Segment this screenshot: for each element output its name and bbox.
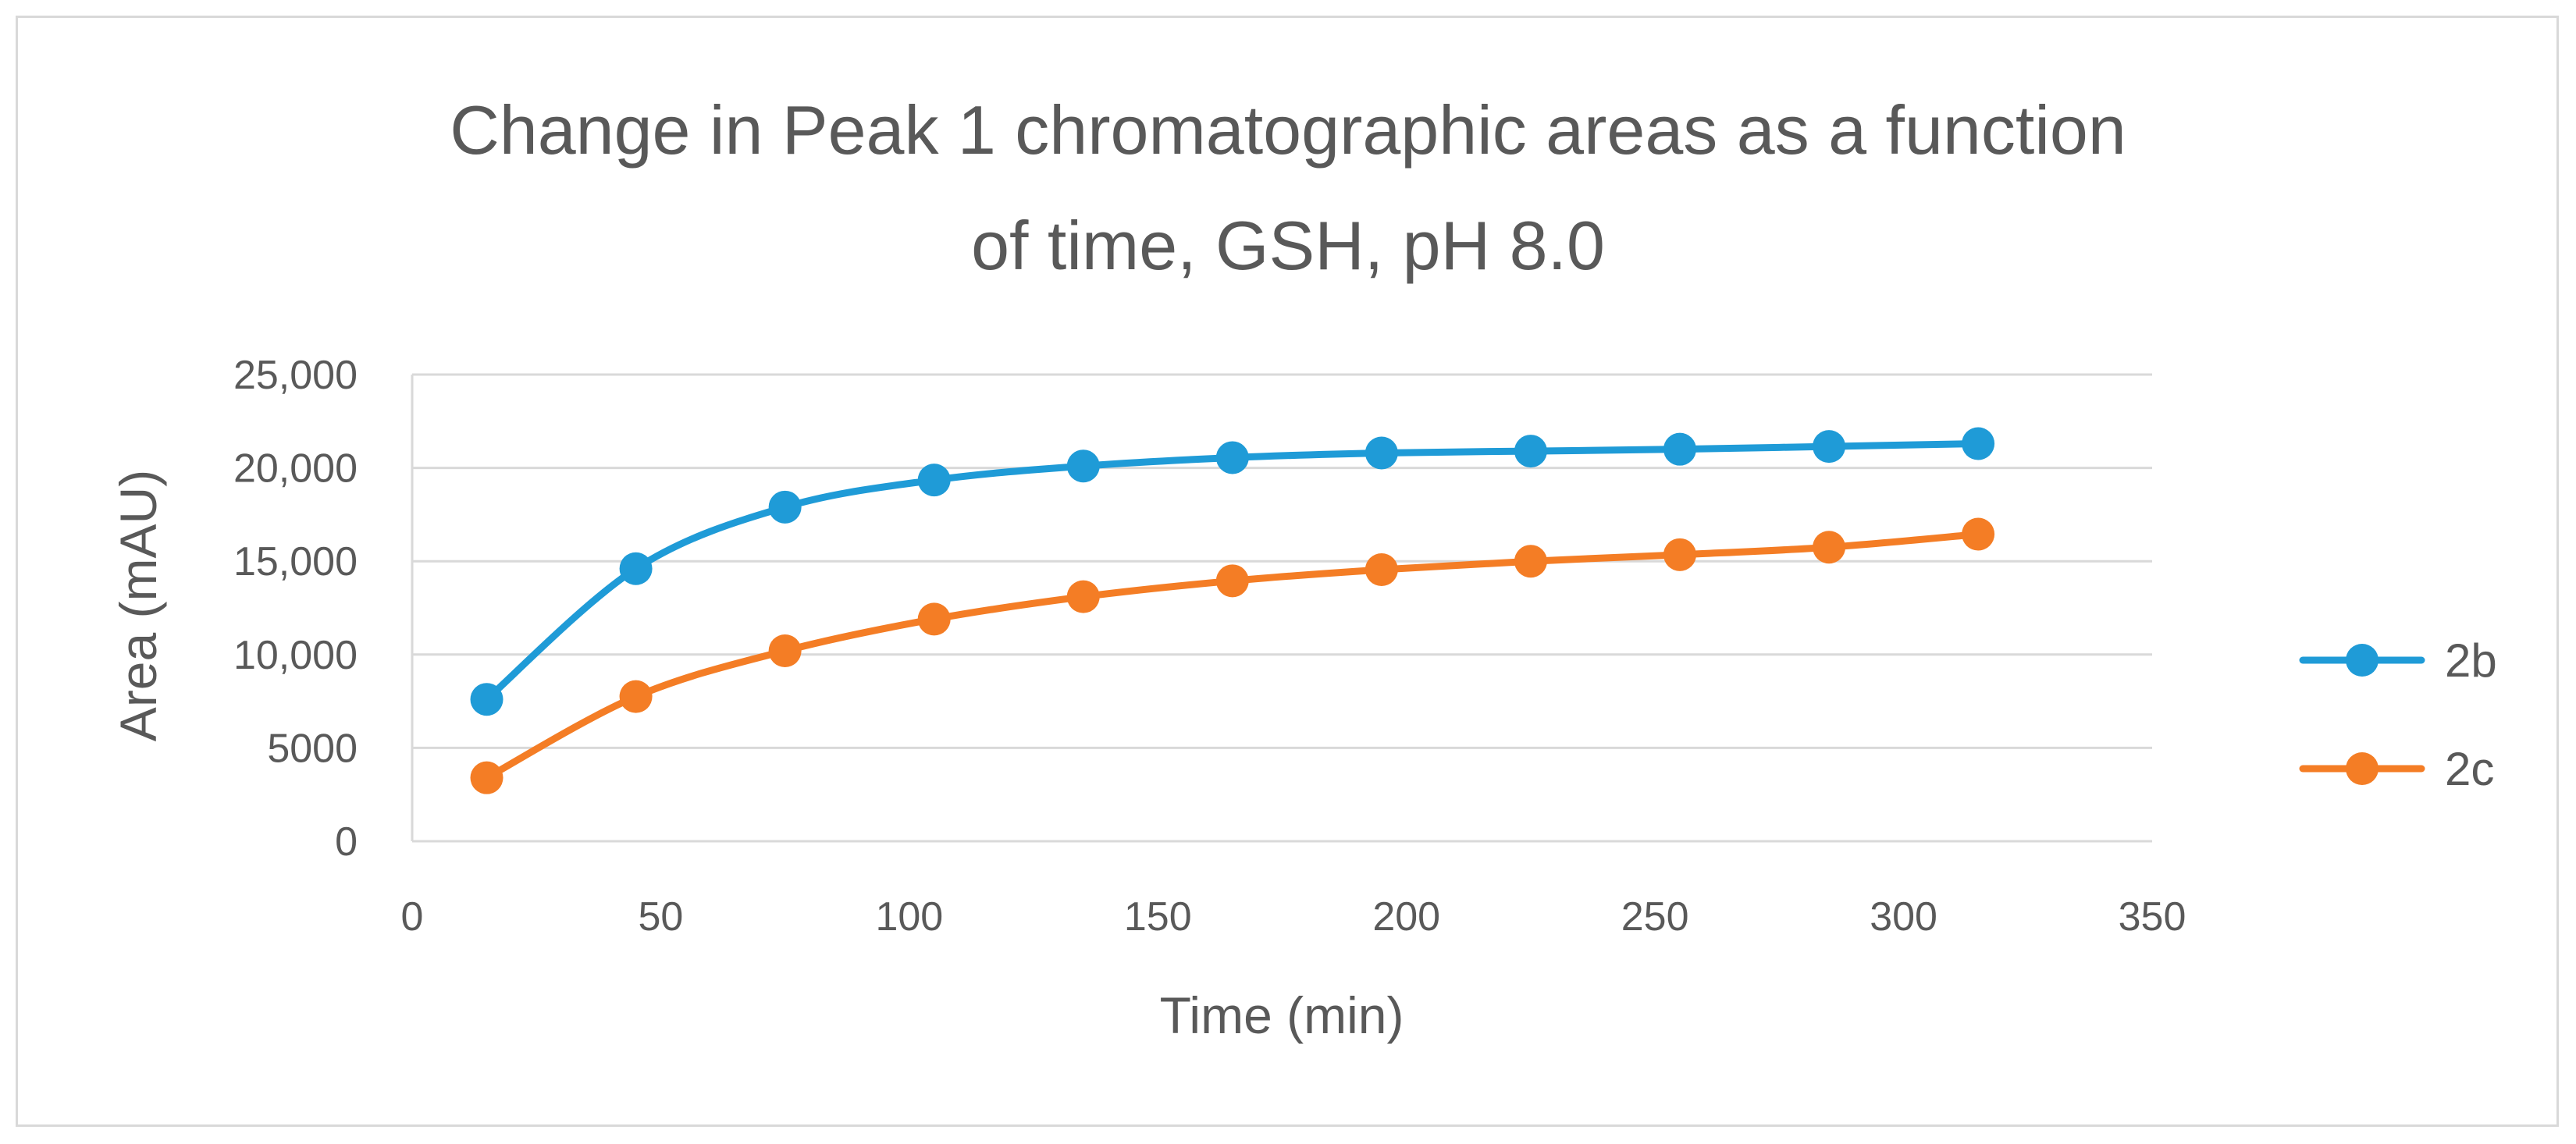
data-point-2b: [1066, 449, 1100, 483]
legend-marker-2b: [2346, 644, 2379, 677]
y-axis-tick-labels: 0 5000 10,000 15,000 20,000 25,000: [233, 353, 358, 865]
x-tick-label: 50: [639, 894, 684, 940]
legend-label-2c: 2c: [2445, 743, 2494, 795]
y-tick-label: 5000: [267, 726, 358, 771]
data-point-2b: [917, 464, 951, 497]
data-point-2b: [619, 552, 653, 585]
data-point-2c: [1215, 564, 1249, 598]
data-point-2c: [1514, 545, 1547, 578]
data-point-2c: [917, 602, 951, 636]
chart-frame: [16, 16, 2559, 1127]
x-tick-label: 150: [1124, 894, 1192, 940]
x-tick-label: 350: [2119, 894, 2186, 940]
x-tick-label: 200: [1372, 894, 1440, 940]
data-point-2b: [768, 490, 802, 524]
x-tick-label: 100: [875, 894, 943, 940]
chart-title-line-1: Change in Peak 1 chromatographic areas a…: [450, 91, 2126, 169]
y-tick-label: 15,000: [233, 539, 358, 584]
data-point-2c: [619, 680, 653, 713]
y-tick-label: 20,000: [233, 446, 358, 492]
x-tick-label: 250: [1621, 894, 1689, 940]
y-axis-title: Area (mAU): [109, 470, 167, 741]
data-point-2c: [1364, 552, 1398, 586]
x-tick-label: 0: [401, 894, 424, 940]
legend-label-2b: 2b: [2445, 634, 2497, 687]
data-point-2b: [1514, 435, 1547, 468]
chart-title-line-2: of time, GSH, pH 8.0: [971, 207, 1605, 284]
x-tick-label: 300: [1870, 894, 1937, 940]
legend-marker-2c: [2346, 752, 2379, 785]
data-point-2b: [1663, 432, 1696, 466]
chart-title: Change in Peak 1 chromatographic areas a…: [450, 91, 2126, 284]
data-point-2c: [1663, 538, 1696, 571]
x-axis-tick-labels: 0 50 100 150 200 250 300 350: [401, 894, 2186, 940]
legend: 2b 2c: [2299, 634, 2497, 795]
data-point-2b: [1813, 430, 1846, 464]
y-tick-label: 10,000: [233, 633, 358, 678]
y-tick-label: 0: [335, 819, 358, 865]
data-point-2c: [1962, 517, 1995, 551]
data-point-2b: [1364, 436, 1398, 470]
y-tick-label: 25,000: [233, 353, 358, 398]
data-points: [470, 427, 1995, 794]
data-point-2b: [470, 683, 503, 716]
data-point-2c: [1066, 580, 1100, 613]
data-point-2c: [768, 634, 802, 668]
series-lines: [483, 440, 1982, 782]
data-point-2c: [470, 761, 503, 794]
gridlines: [411, 373, 2152, 843]
data-point-2c: [1813, 531, 1846, 564]
data-point-2b: [1962, 427, 1995, 460]
data-point-2b: [1215, 441, 1249, 474]
x-axis-title: Time (min): [1160, 986, 1404, 1044]
